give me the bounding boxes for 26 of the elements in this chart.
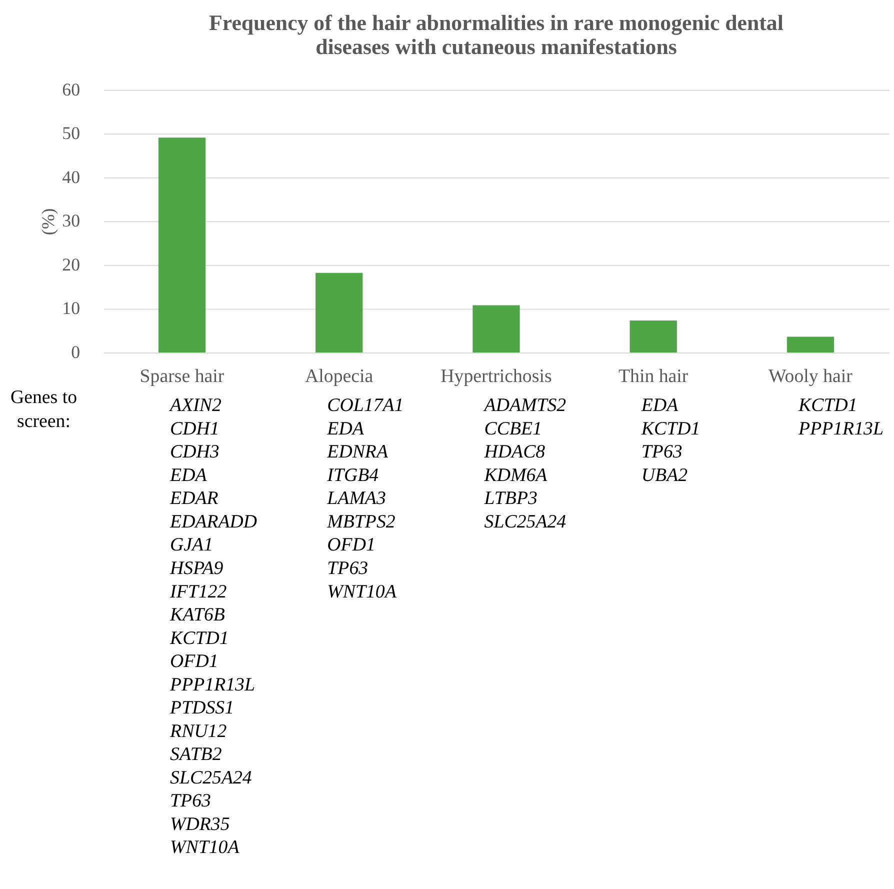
bar (472, 305, 520, 352)
bar (158, 138, 206, 352)
y-tick-label: 30 (62, 210, 80, 231)
x-tick-label: Wooly hair (768, 366, 854, 387)
bar (316, 272, 363, 352)
y-tick-label: 0 (71, 342, 80, 362)
text: AXIN2 CDH1 CDH3 EDA EDAR EDARADD GJA1 HSPA9 IFT122 KAT6B KCTD1 OFD1 PPP1R13L PTDSS1 RNU12 SATB2 SLC25A24 TP63 WDR35 WNT10A (170, 395, 258, 858)
y-tick-label: 10 (62, 298, 80, 318)
bar (630, 320, 677, 352)
x-tick-label: Alopecia (305, 366, 374, 387)
y-tick-label: 60 (62, 79, 80, 100)
text: EDA KCTD1 TP63 UBA2 (640, 395, 700, 486)
y-tick-label: 20 (62, 254, 80, 274)
x-tick-label: Hypertrichosis (440, 366, 552, 387)
text: Genes to screen: (10, 387, 78, 432)
x-tick-label: Thin hair (618, 366, 689, 387)
text: COL17A1 EDA EDNRA ITGB4 LAMA3 MBTPS2 OFD1 TP63 WNT10A (327, 395, 404, 602)
text: Frequency of the hair abnormalities in rare monogenic dental (209, 11, 784, 36)
text: KCTD1 PPP1R13L (798, 395, 884, 440)
y-tick-label: 50 (62, 123, 80, 144)
y-tick-label: 40 (62, 166, 80, 187)
y-axis-title: (%) (38, 208, 58, 236)
bar (786, 336, 834, 352)
text: diseases with cutaneous manifestations (316, 35, 677, 60)
x-tick-label: Sparse hair (140, 366, 225, 387)
text: ADAMTS2 CCBE1 HDAC8 KDM6A LTBP3 SLC25A24 (482, 395, 567, 532)
